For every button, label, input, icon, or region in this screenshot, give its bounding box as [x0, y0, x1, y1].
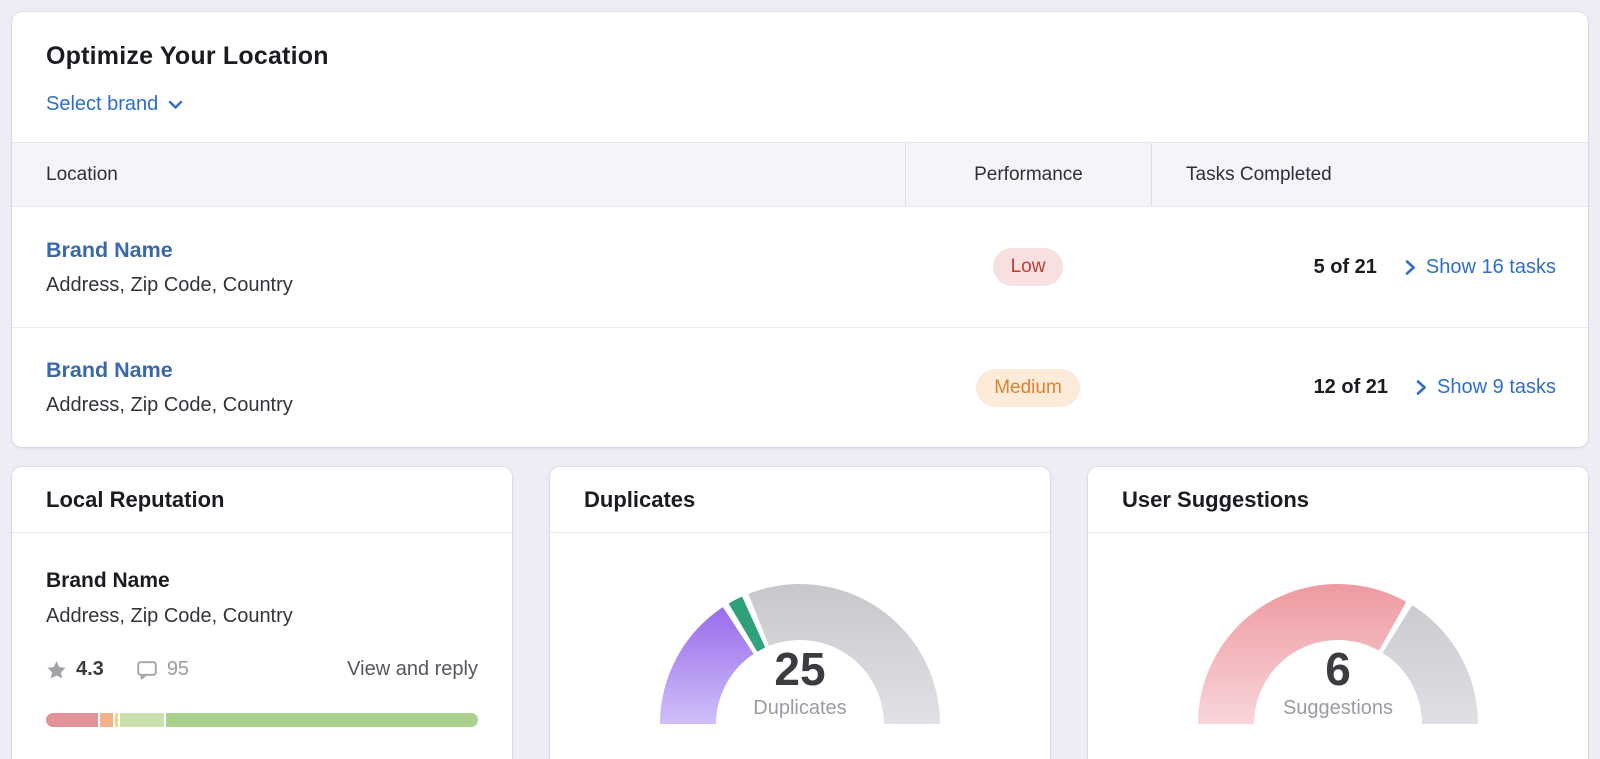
reviews-count: 95 — [166, 658, 190, 680]
duplicates-header: Duplicates — [550, 467, 1050, 533]
rating-bar-segment — [120, 713, 165, 727]
suggestions-gauge-area: 6 Suggestions — [1088, 533, 1588, 726]
page-title: Optimize Your Location — [46, 42, 329, 70]
view-and-reply-link[interactable]: View and reply — [347, 658, 478, 680]
reputation-brand-name: Brand Name — [46, 569, 170, 592]
rating-row: 4.3 95 View and reply — [46, 658, 478, 681]
duplicates-count: 25 — [774, 643, 826, 695]
show-tasks-label: Show 9 tasks — [1437, 376, 1556, 398]
select-brand-dropdown[interactable]: Select brand — [46, 93, 183, 116]
rating-bar-segment — [46, 713, 99, 727]
rating-bar-segment — [166, 713, 478, 727]
location-address: Address, Zip Code, Country — [46, 394, 293, 416]
show-tasks-link[interactable]: Show 16 tasks — [1405, 256, 1556, 279]
locations-table-header: Location Performance Tasks Completed — [12, 142, 1588, 207]
tasks-cell: 5 of 21 Show 16 tasks — [1151, 207, 1588, 327]
suggestions-gauge-center: 6 Suggestions — [1088, 645, 1588, 720]
rating-distribution-bar — [46, 713, 478, 727]
table-row: Brand Name Address, Zip Code, Country Me… — [12, 327, 1588, 447]
suggestions-gauge-chart — [1198, 584, 1478, 724]
duplicates-title: Duplicates — [584, 487, 696, 512]
table-row: Brand Name Address, Zip Code, Country Lo… — [12, 207, 1588, 327]
column-header-performance: Performance — [905, 143, 1151, 206]
rating-value: 4.3 — [76, 658, 104, 680]
star-icon — [47, 660, 66, 678]
tasks-cell: 12 of 21 Show 9 tasks — [1151, 328, 1588, 447]
select-brand-label: Select brand — [46, 93, 159, 115]
user-suggestions-card: User Suggestions 6 Suggestions — [1088, 467, 1588, 759]
user-suggestions-title: User Suggestions — [1122, 487, 1310, 512]
suggestions-label: Suggestions — [1282, 697, 1394, 719]
tasks-completed-count: 12 of 21 — [1313, 376, 1389, 398]
rating-bar-segment — [100, 713, 113, 727]
chevron-right-icon — [1405, 259, 1415, 275]
suggestions-count: 6 — [1325, 643, 1351, 695]
duplicates-gauge-area: 25 Duplicates — [550, 533, 1050, 726]
duplicates-label: Duplicates — [753, 697, 847, 719]
location-address: Address, Zip Code, Country — [46, 273, 293, 296]
widgets-row: Local Reputation Brand Name Address, Zip… — [12, 467, 1588, 759]
performance-cell: Medium — [905, 328, 1151, 447]
local-reputation-card: Local Reputation Brand Name Address, Zip… — [12, 467, 512, 759]
local-reputation-header: Local Reputation — [12, 467, 512, 533]
brand-name-link[interactable]: Brand Name — [46, 358, 173, 382]
column-header-tasks-completed: Tasks Completed — [1151, 143, 1588, 206]
optimize-card-header: Optimize Your Location Select brand — [12, 12, 1588, 142]
local-reputation-title: Local Reputation — [46, 487, 225, 512]
show-tasks-link[interactable]: Show 9 tasks — [1416, 376, 1556, 399]
comment-icon — [137, 660, 157, 680]
duplicates-gauge-center: 25 Duplicates — [550, 645, 1050, 720]
performance-cell: Low — [905, 207, 1151, 327]
duplicates-card: Duplicates 25 Duplicates — [550, 467, 1050, 759]
location-cell: Brand Name Address, Zip Code, Country — [12, 328, 905, 447]
location-cell: Brand Name Address, Zip Code, Country — [12, 207, 905, 327]
performance-badge-low: Low — [992, 248, 1064, 286]
user-suggestions-header: User Suggestions — [1088, 467, 1588, 533]
brand-name-link[interactable]: Brand Name — [46, 237, 173, 262]
rating-bar-segment — [114, 713, 119, 727]
reputation-address: Address, Zip Code, Country — [46, 605, 293, 627]
local-reputation-body: Brand Name Address, Zip Code, Country 4.… — [12, 533, 512, 727]
reviews-icon-box — [136, 660, 158, 680]
show-tasks-label: Show 16 tasks — [1425, 255, 1556, 278]
tasks-completed-count: 5 of 21 — [1313, 255, 1377, 278]
chevron-right-icon — [1416, 380, 1426, 395]
duplicates-gauge-chart — [660, 584, 940, 724]
performance-badge-medium: Medium — [976, 368, 1080, 407]
column-header-location: Location — [46, 163, 118, 185]
optimize-location-card: Optimize Your Location Select brand Loca… — [12, 12, 1588, 447]
chevron-down-icon — [169, 100, 183, 109]
